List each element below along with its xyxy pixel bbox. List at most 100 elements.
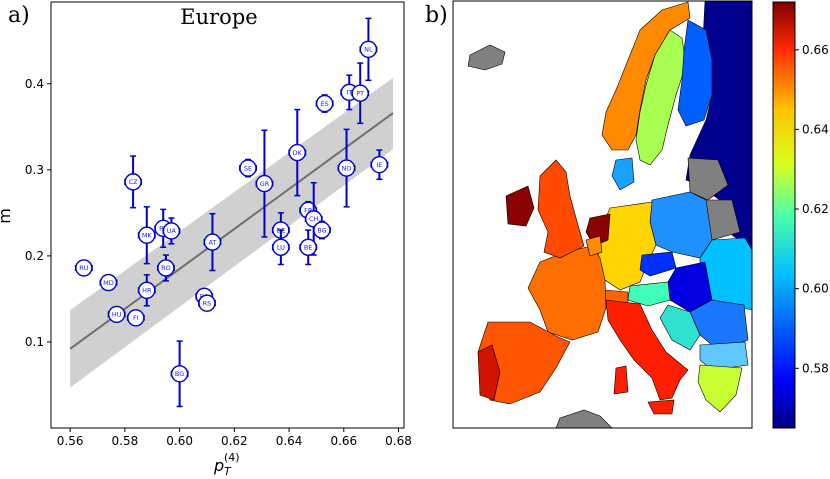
region-denmark [611,157,635,191]
point-marker [370,155,389,174]
point-marker [124,173,142,191]
data-point: BE [299,229,318,266]
point-marker [198,294,216,312]
region-ireland [505,185,535,227]
x-axis-label-main: p [213,456,224,475]
x-axis-label: p T (4) [213,451,240,478]
region-portugal [477,344,501,401]
x-axis-label-sub: T [224,465,232,478]
region-sardinia [613,365,629,395]
point-label: NL [364,46,373,54]
point-label: BE [304,244,313,252]
data-point: RU [74,259,93,277]
region-norway [601,1,691,151]
y-tick-label: 0.1 [25,335,44,349]
point-marker [107,305,126,324]
point-label: IE [376,161,382,169]
point-marker [138,226,156,244]
point-marker [99,273,118,292]
x-tick-label: 0.56 [57,434,84,448]
point-label: IT [346,89,352,97]
point-label: BG [175,370,184,378]
panel-b-label: b) [425,3,448,28]
point-label: NO [342,164,352,172]
point-marker [313,221,331,239]
data-point: FI [126,309,145,327]
x-tick-label: 0.68 [385,434,412,448]
y-tick-label: 0.2 [25,249,44,263]
point-marker [138,281,156,300]
colorbar-tick-label: 0.58 [802,361,829,375]
point-label: MK [142,232,153,240]
region-baltics [687,157,729,201]
region-finland [677,19,713,127]
data-point: PT [351,62,370,125]
point-label: AT [208,238,216,246]
point-label: CH [309,215,319,223]
point-label: GR [260,180,270,188]
map-frame [452,0,753,429]
point-label: RS [203,300,212,308]
plot-frame [50,1,405,429]
x-axis-label-sup: (4) [224,451,240,464]
europe-map [453,1,752,428]
region-sweden [635,29,687,166]
regression-line [69,112,394,350]
data-point: ES [315,94,334,113]
region-greece [697,364,743,413]
x-tick-label: 0.66 [330,434,357,448]
point-marker [299,238,317,256]
x-tick-label: 0.60 [166,434,193,448]
point-label: LU [277,244,285,252]
data-point: DK [288,108,307,197]
x-tick-label: 0.58 [112,434,139,448]
data-point: HU [107,305,126,324]
colorbar-tick-label: 0.64 [802,122,829,136]
region-belgium [585,235,603,257]
data-point: HR [137,274,156,307]
point-marker [315,94,334,113]
colorbar-tick-label: 0.62 [802,202,829,216]
scatter-plot: NLITPTESDKIENOSEGRCZFRCHBGDEPKUAMKATLUBE… [0,1,412,478]
point-label: HU [112,311,122,319]
region-iceland [467,44,506,71]
y-axis-label: m [0,208,14,224]
point-marker [157,259,175,277]
panel-a-label: a) [8,3,30,28]
data-point: IE [370,149,389,181]
region-balkans [659,304,701,351]
colorbar-tick-label: 0.66 [802,43,829,57]
point-label: FI [133,314,139,322]
point-label: UA [167,227,177,235]
data-point: MK [137,206,156,265]
point-marker [75,259,93,277]
data-point: BG [170,340,189,408]
point-label: HR [142,287,152,295]
confidence-band [70,77,394,388]
x-tick-label: 0.64 [276,434,303,448]
data-point: CZ [124,155,143,209]
data-point: RO [156,254,175,282]
data-point: UA [162,217,181,245]
point-marker [337,159,356,177]
data-point: LU [271,229,290,266]
region-north-africa [555,409,613,428]
point-marker [170,365,189,383]
point-label: PT [356,90,364,98]
point-label: BG [317,226,326,234]
colorbar [772,1,796,429]
point-label: RU [79,264,89,272]
colorbar-ticks: 0.58 0.60 0.62 0.64 0.66 [795,43,829,375]
point-label: ES [321,100,329,108]
data-point: NL [359,17,378,82]
y-tick-label: 0.3 [25,163,44,177]
region-austria [627,281,671,307]
point-marker [359,40,378,59]
region-czechia [639,251,677,277]
point-label: RO [161,264,171,272]
data-point: NO [337,128,356,208]
region-uk [537,159,585,259]
region-italy [605,299,689,401]
region-sicily [647,399,675,415]
